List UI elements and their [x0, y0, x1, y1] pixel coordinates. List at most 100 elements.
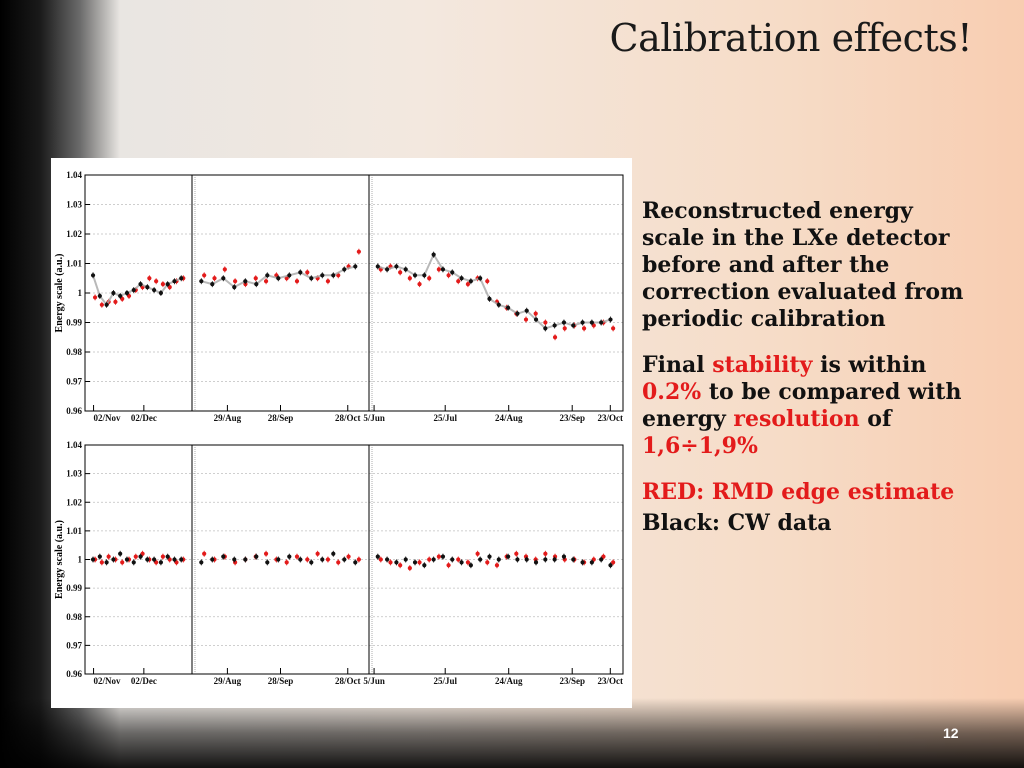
black-data-point — [375, 554, 380, 559]
text-final: Final — [642, 352, 713, 378]
red-data-point — [407, 276, 412, 281]
red-data-point — [523, 317, 529, 322]
black-data-point — [342, 557, 347, 562]
red-data-point — [378, 557, 383, 562]
black-data-point — [431, 252, 436, 257]
y-tick-label: 0.97 — [66, 640, 82, 650]
y-tick-label: 0.98 — [66, 612, 82, 622]
black-data-point — [111, 557, 116, 562]
black-data-point — [353, 264, 358, 269]
black-data-point — [265, 560, 270, 565]
black-data-point — [118, 551, 123, 556]
y-tick-label: 1.04 — [66, 440, 82, 450]
black-data-point — [104, 302, 109, 307]
black-data-point — [298, 557, 303, 562]
red-data-point — [427, 557, 432, 562]
black-data-point — [309, 276, 314, 281]
black-data-point — [524, 557, 529, 562]
black-data-point — [243, 279, 248, 284]
chart-panel: 0.96 0.97 0.98 0.99 1 1.01 1.02 1.03 1.04 Energy … — [51, 158, 632, 708]
legend-black: Black: CW data — [642, 510, 832, 536]
black-data-point — [431, 557, 436, 562]
red-data-point — [465, 282, 471, 287]
y-tick-label: 1.03 — [66, 469, 82, 479]
red-data-point — [446, 273, 451, 278]
red-data-point — [485, 279, 490, 284]
x-tick-label: 23/Sep — [559, 413, 585, 423]
black-data-point — [254, 282, 259, 287]
black-data-point — [394, 560, 399, 565]
black-data-point — [599, 557, 604, 562]
text-resolution-range: 1,6÷1,9% — [642, 433, 758, 459]
black-data-point — [276, 276, 281, 281]
stability-paragraph: Final stability is within 0.2% to be com… — [642, 352, 972, 460]
text-stability-value: 0.2% — [642, 379, 702, 405]
black-data-point — [440, 267, 446, 272]
black-data-point — [298, 270, 303, 275]
black-data-point — [459, 560, 464, 565]
x-tick-label: 29/Aug — [214, 676, 242, 686]
text-of: of — [859, 406, 892, 432]
x-tick-label: 24/Aug — [495, 413, 523, 423]
red-data-point — [562, 326, 567, 331]
red-data-point — [398, 270, 403, 275]
black-data-point — [552, 323, 557, 328]
black-data-point — [533, 317, 539, 322]
black-data-point — [580, 560, 585, 565]
text-resolution: resolution — [733, 406, 860, 432]
black-data-point — [459, 276, 464, 281]
black-data-point — [403, 267, 408, 272]
bottom-vignette — [0, 698, 1024, 768]
black-data-point — [221, 276, 226, 281]
black-data-point — [90, 557, 96, 562]
x-tick-label: 25/Jul — [433, 413, 457, 423]
black-data-point — [320, 273, 325, 278]
black-data-point — [199, 279, 204, 284]
red-data-point — [407, 565, 412, 571]
y-tick-label: 1.01 — [66, 259, 82, 269]
red-data-point — [346, 554, 351, 559]
black-data-point — [496, 302, 501, 307]
red-data-point — [294, 279, 300, 284]
black-data-point — [561, 320, 567, 325]
black-data-point — [331, 273, 336, 278]
black-data-point — [331, 551, 336, 556]
red-data-point — [126, 293, 132, 299]
red-data-point — [475, 551, 480, 556]
black-data-point — [158, 560, 163, 565]
x-tick-label: 5/Jun — [363, 413, 385, 423]
red-data-point — [92, 295, 98, 300]
black-data-point — [468, 279, 473, 284]
red-data-point — [315, 551, 320, 556]
black-data-point — [232, 557, 237, 562]
black-data-point — [179, 276, 184, 281]
black-data-point — [440, 554, 446, 559]
black-data-point — [403, 557, 408, 562]
black-data-point — [506, 305, 511, 310]
black-data-point — [515, 557, 520, 562]
red-data-point — [294, 554, 300, 559]
black-data-point — [353, 560, 358, 565]
red-data-point — [233, 279, 238, 284]
red-data-point — [417, 282, 422, 287]
x-tick-label: 29/Aug — [214, 413, 242, 423]
black-data-point — [287, 273, 292, 278]
red-data-point — [388, 560, 393, 565]
black-data-point — [543, 557, 548, 562]
black-data-point — [118, 293, 123, 299]
red-data-point — [427, 276, 432, 281]
red-data-point — [202, 551, 207, 556]
black-data-point — [97, 293, 102, 299]
red-data-point — [465, 560, 471, 565]
black-data-point — [580, 320, 585, 325]
x-tick-label: 02/Dec — [131, 413, 157, 423]
black-data-point — [145, 557, 150, 562]
red-data-point — [263, 551, 269, 556]
red-data-point — [456, 279, 461, 284]
black-data-point — [487, 554, 492, 559]
black-data-point — [385, 557, 390, 562]
black-data-point — [589, 320, 594, 325]
black-data-point — [309, 560, 314, 565]
red-data-point — [356, 249, 361, 254]
plot-frame — [84, 444, 624, 675]
